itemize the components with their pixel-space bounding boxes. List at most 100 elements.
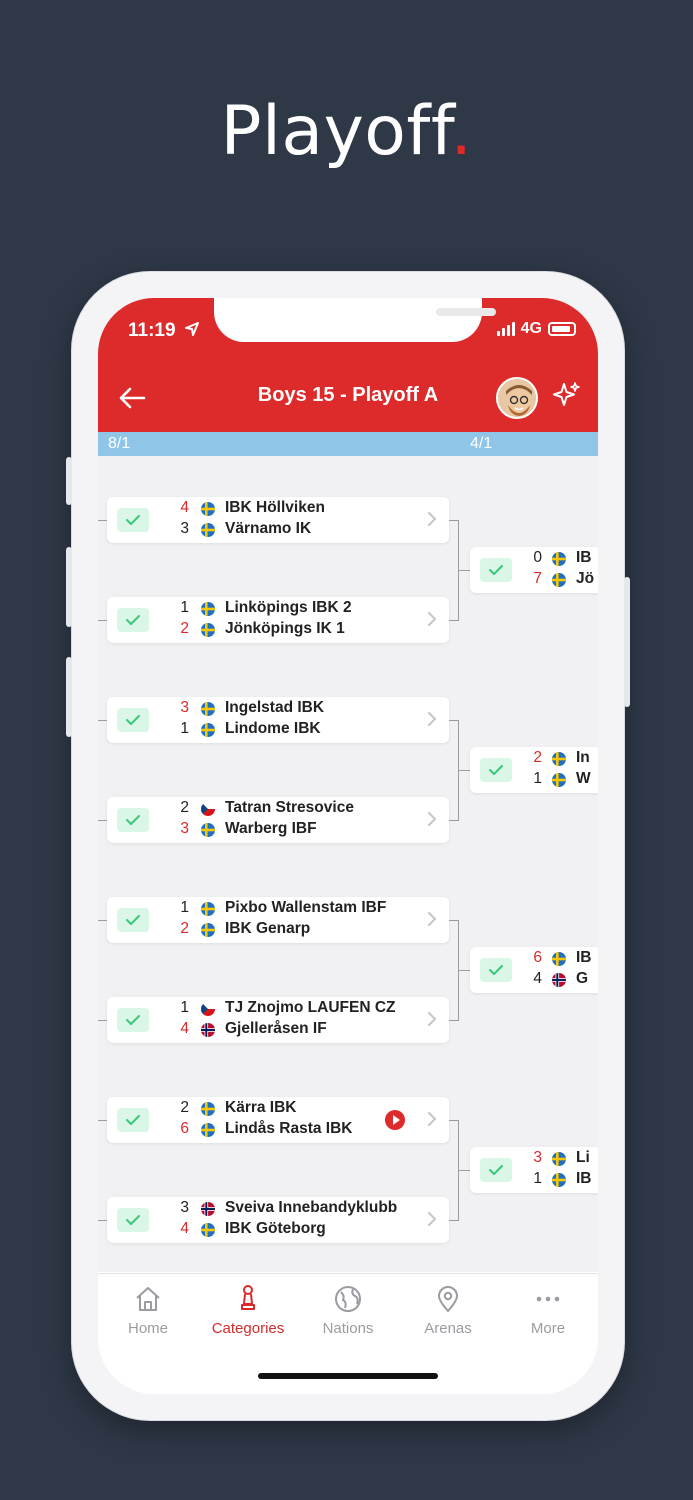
team-row: 4 IBK Höllviken: [107, 499, 449, 519]
bracket-connector: [98, 820, 107, 821]
team-row: 2 IBK Genarp: [107, 920, 449, 940]
match-card[interactable]: 6 IB 4 G: [470, 947, 598, 993]
team-score: 4: [180, 1020, 189, 1037]
tab-more[interactable]: More: [498, 1284, 598, 1337]
phone-volume-up: [66, 547, 72, 627]
team-name: TJ Znojmo LAUFEN CZ: [225, 999, 396, 1016]
team-score: 3: [180, 820, 189, 837]
match-card[interactable]: 3 Sveiva Innebandyklubb 4 IBK Göteborg: [107, 1197, 449, 1243]
chevron-right-icon: [427, 512, 437, 526]
team-name: Jö: [576, 570, 595, 587]
sweden-flag-icon: [201, 1223, 215, 1237]
bracket-connector: [449, 1020, 459, 1021]
team-name: IBK Göteborg: [225, 1220, 326, 1237]
phone-power-button: [624, 577, 630, 707]
match-card[interactable]: 0 IB 7 Jö: [470, 547, 598, 593]
team-row: 3 Sveiva Innebandyklubb: [107, 1199, 449, 1219]
check-icon: [117, 908, 149, 932]
team-score: 4: [180, 499, 189, 516]
status-time: 11:19: [128, 320, 199, 342]
team-name: IB: [576, 1170, 592, 1187]
match-card[interactable]: 1 Linköpings IBK 2 2 Jönköpings IK 1: [107, 597, 449, 643]
tab-home[interactable]: Home: [98, 1284, 198, 1337]
match-card[interactable]: 4 IBK Höllviken 3 Värnamo IK: [107, 497, 449, 543]
team-name: Gjelleråsen IF: [225, 1020, 327, 1037]
tab-label: Home: [127, 1320, 168, 1337]
team-score: 1: [533, 1170, 542, 1187]
match-card[interactable]: 1 Pixbo Wallenstam IBF 2 IBK Genarp: [107, 897, 449, 943]
trophy-icon: [198, 1284, 298, 1314]
chevron-right-icon: [427, 1112, 437, 1126]
battery-icon: [548, 322, 576, 336]
sweden-flag-icon: [201, 702, 215, 716]
team-name: IB: [576, 949, 592, 966]
avatar[interactable]: [496, 377, 538, 419]
chevron-right-icon: [427, 612, 437, 626]
match-card[interactable]: 3 Ingelstad IBK 1 Lindome IBK: [107, 697, 449, 743]
app-screen: 11:19 4G Boys 15 - Playoff A: [98, 298, 598, 1394]
team-name: W: [576, 770, 591, 787]
team-score: 6: [533, 949, 542, 966]
match-card[interactable]: 3 Li 1 IB: [470, 1147, 598, 1193]
bracket-connector: [449, 1220, 459, 1221]
bracket-connector: [98, 520, 107, 521]
bracket-area: 4 IBK Höllviken 3 Värnamo IK 1 Linköpings IBK…: [98, 456, 598, 1272]
match-card[interactable]: 2 Kärra IBK 6 Lindås Rasta IBK: [107, 1097, 449, 1143]
match-card[interactable]: 2 In 1 W: [470, 747, 598, 793]
tab-categories[interactable]: Categories: [198, 1284, 298, 1337]
team-name: Tatran Stresovice: [225, 799, 354, 816]
location-pin-icon: [398, 1284, 498, 1314]
tab-label: More: [530, 1320, 566, 1337]
team-score: 3: [180, 1199, 189, 1216]
check-icon: [480, 758, 512, 782]
team-row: 1 Lindome IBK: [107, 720, 449, 740]
tab-arenas[interactable]: Arenas: [398, 1284, 498, 1337]
team-row: 4 Gjelleråsen IF: [107, 1020, 449, 1040]
team-score: 1: [180, 899, 189, 916]
home-indicator[interactable]: [258, 1373, 438, 1379]
check-icon: [117, 608, 149, 632]
location-arrow-icon: [184, 322, 199, 336]
team-score: 3: [180, 520, 189, 537]
team-score: 2: [180, 920, 189, 937]
bracket-connector: [458, 570, 470, 571]
team-name: Jönköpings IK 1: [225, 620, 345, 637]
team-name: Linköpings IBK 2: [225, 599, 352, 616]
tab-label: Nations: [322, 1320, 374, 1337]
team-name: Warberg IBF: [225, 820, 317, 837]
team-row: 7 Jö: [470, 570, 598, 590]
norway-flag-icon: [201, 1023, 215, 1037]
globe-icon: [298, 1284, 398, 1314]
team-score: 7: [533, 570, 542, 587]
back-arrow-icon[interactable]: [116, 382, 148, 414]
sweden-flag-icon: [552, 1173, 566, 1187]
sweden-flag-icon: [552, 573, 566, 587]
team-row: 1 TJ Znojmo LAUFEN CZ: [107, 999, 449, 1019]
team-score: 1: [180, 720, 189, 737]
promo-headline-text: Playoff: [220, 92, 451, 171]
tab-label: Categories: [211, 1320, 285, 1337]
check-icon: [117, 708, 149, 732]
check-icon: [117, 808, 149, 832]
team-row: 4 IBK Göteborg: [107, 1220, 449, 1240]
tab-nations[interactable]: Nations: [298, 1284, 398, 1337]
live-play-icon[interactable]: [385, 1110, 405, 1130]
team-row: 6 Lindås Rasta IBK: [107, 1120, 449, 1140]
chevron-right-icon: [427, 1012, 437, 1026]
phone-volume-down: [66, 657, 72, 737]
match-card[interactable]: 1 TJ Znojmo LAUFEN CZ 4 Gjelleråsen IF: [107, 997, 449, 1043]
tab-label: Arenas: [424, 1320, 472, 1337]
match-card[interactable]: 2 Tatran Stresovice 3 Warberg IBF: [107, 797, 449, 843]
chevron-right-icon: [427, 1212, 437, 1226]
round-label-left: 8/1: [108, 435, 131, 452]
team-score: 4: [180, 1220, 189, 1237]
sweden-flag-icon: [552, 552, 566, 566]
chevron-right-icon: [427, 712, 437, 726]
team-score: 2: [180, 1099, 189, 1116]
team-name: IB: [576, 549, 592, 566]
check-icon: [480, 958, 512, 982]
sparkle-icon[interactable]: [552, 380, 582, 410]
bracket-connector: [449, 1120, 459, 1121]
bracket-connector: [98, 1220, 107, 1221]
